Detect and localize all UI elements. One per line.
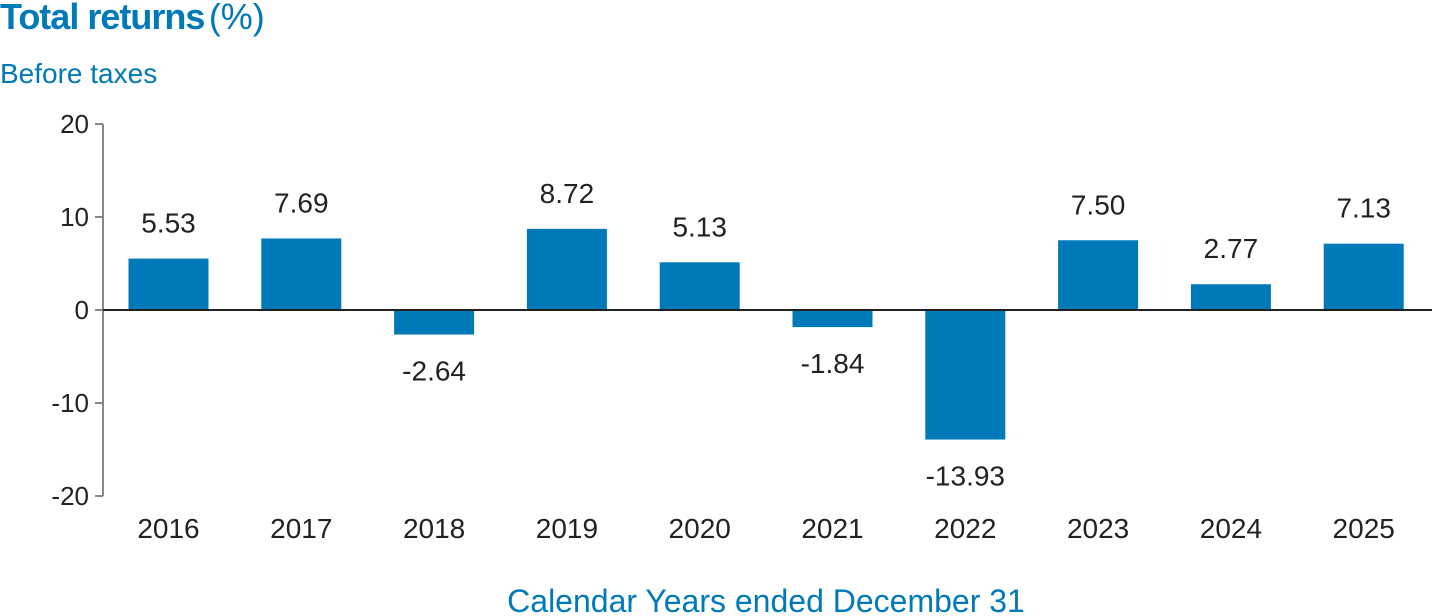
bar-2016 [128,258,209,310]
chart-title-text: Total returns [0,0,205,37]
data-label-2025: 7.13 [1336,193,1391,224]
bar-2018 [394,310,475,335]
x-tick-label: 2020 [669,513,731,544]
chart-subtitle: Before taxes [0,58,158,89]
x-tick-label: 2018 [403,513,465,544]
bar-2019 [526,228,607,310]
x-tick-label: 2016 [137,513,199,544]
data-label-2017: 7.69 [274,187,329,218]
chart-title-unit: (%) [208,0,265,37]
data-label-2022: -13.93 [926,461,1005,492]
x-tick-label: 2025 [1333,513,1395,544]
x-tick-label: 2024 [1200,513,1262,544]
data-label-2023: 7.50 [1071,189,1126,220]
x-tick-label: 2021 [801,513,863,544]
bar-2017 [261,238,342,310]
bar-2021 [792,310,873,328]
y-tick-label: 0 [75,295,89,325]
data-label-2019: 8.72 [540,178,595,209]
data-label-2018: -2.64 [402,356,466,387]
bar-2022 [925,310,1006,440]
x-tick-label: 2017 [270,513,332,544]
chart-title: Total returns (%) [0,0,265,38]
x-tick-label: 2022 [934,513,996,544]
x-axis-title: Calendar Years ended December 31 [507,583,1025,616]
data-label-2020: 5.13 [672,211,727,242]
x-tick-label: 2019 [536,513,598,544]
y-tick-label: 10 [60,202,89,232]
y-tick-label: -20 [51,481,89,511]
data-label-2024: 2.77 [1204,233,1259,264]
y-tick-label: -10 [51,388,89,418]
bar-2024 [1190,284,1271,310]
y-tick-label: 20 [60,109,89,139]
bar-2020 [659,262,740,310]
x-tick-label: 2023 [1067,513,1129,544]
data-label-2016: 5.53 [141,208,196,239]
bar-2025 [1323,243,1404,310]
data-label-2021: -1.84 [801,348,865,379]
bar-2023 [1058,240,1139,310]
